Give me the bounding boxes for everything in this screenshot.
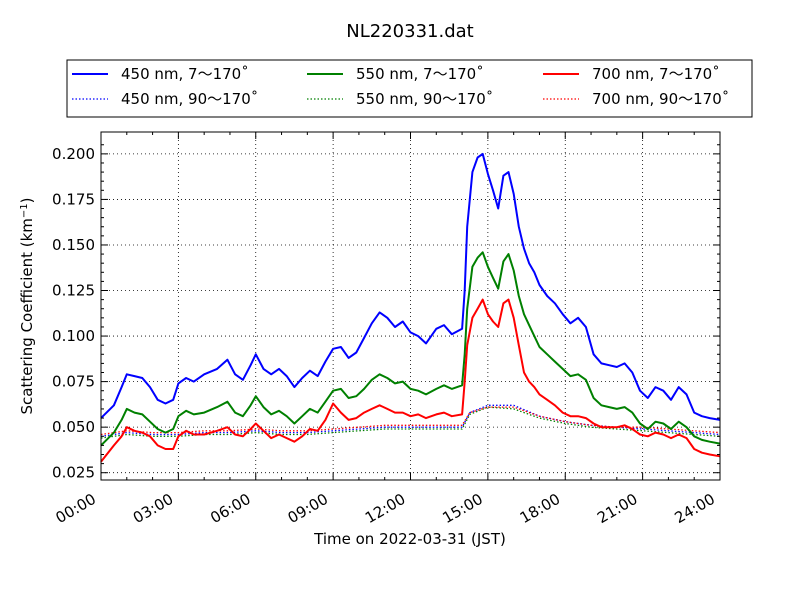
legend-label: 450 nm, 90～170˚ (121, 90, 258, 108)
x-tick-label: 09:00 (285, 490, 331, 527)
x-tick-label: 15:00 (439, 490, 485, 527)
y-tick-label: 0.125 (52, 282, 95, 300)
ticks: 00:00 03:00 06:00 09:00 12:00 15:00 18:00 21:00… (52, 132, 721, 527)
x-tick-label: 21:00 (594, 490, 640, 527)
y-axis-label-close: ) (18, 197, 36, 203)
legend-label: 550 nm, 7～170˚ (356, 65, 484, 83)
legend-label: 550 nm, 90～170˚ (356, 90, 493, 108)
x-axis-label: Time on 2022-03-31 (JST) (313, 530, 506, 548)
y-axis-label: Scattering Coefficient (km−1) (18, 197, 36, 414)
x-tick-label: 03:00 (130, 490, 176, 527)
legend-items: 450 nm, 7～170˚ 550 nm, 7～170˚ 700 nm, 7～17… (72, 65, 729, 108)
legend-label: 700 nm, 7～170˚ (592, 65, 720, 83)
x-tick-label: 12:00 (362, 490, 408, 527)
y-tick-label: 0.100 (52, 327, 95, 345)
y-tick-label: 0.050 (52, 418, 95, 436)
series-line-2 (100, 298, 721, 463)
legend-box (66, 59, 753, 118)
y-axis-label-sup: −1 (19, 203, 30, 218)
x-tick-label: 06:00 (207, 490, 253, 527)
series-lines (100, 152, 721, 463)
legend-label: 700 nm, 90～170˚ (592, 90, 729, 108)
y-tick-label: 0.200 (52, 145, 95, 163)
chart-title: NL220331.dat (346, 21, 473, 42)
x-tick-label: 00:00 (53, 490, 99, 527)
y-tick-label: 0.150 (52, 236, 95, 254)
legend-label: 450 nm, 7～170˚ (121, 65, 249, 83)
series-line-4 (100, 406, 721, 439)
y-tick-label: 0.075 (52, 373, 95, 391)
y-tick-label: 0.025 (52, 464, 95, 482)
x-tick-label: 24:00 (672, 490, 718, 527)
x-tick-label: 18:00 (517, 490, 563, 527)
y-tick-label: 0.175 (52, 190, 95, 208)
plot-area: 00:00 03:00 06:00 09:00 12:00 15:00 18:00 21:00… (52, 131, 721, 527)
y-axis-label-main: Scattering Coefficient (km (18, 218, 36, 414)
series-line-1 (100, 251, 721, 447)
series-line-0 (100, 152, 721, 421)
legend: 450 nm, 7～170˚ 550 nm, 7～170˚ 700 nm, 7～17… (66, 59, 753, 118)
